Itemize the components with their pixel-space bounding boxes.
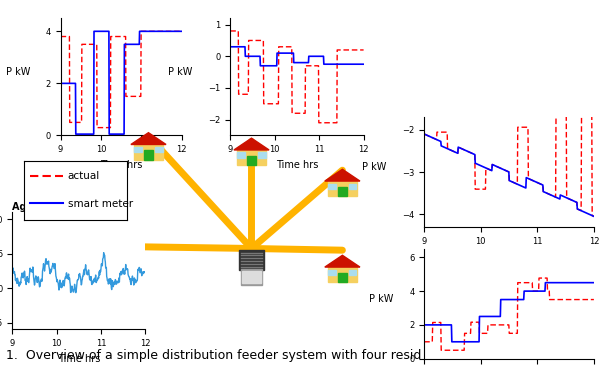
Bar: [348, 269, 356, 275]
Bar: [328, 269, 336, 275]
Bar: [328, 181, 357, 196]
Bar: [237, 150, 266, 165]
X-axis label: Time hrs: Time hrs: [58, 354, 100, 364]
Bar: [247, 156, 256, 165]
Bar: [242, 271, 261, 283]
Text: 1.  Overview of a simple distribution feeder system with four resid: 1. Overview of a simple distribution fee…: [6, 349, 421, 362]
Bar: [134, 145, 163, 160]
X-axis label: Time hrs: Time hrs: [100, 160, 142, 170]
Bar: [155, 147, 162, 152]
Polygon shape: [325, 255, 360, 267]
Bar: [135, 147, 142, 152]
Text: smart meter: smart meter: [67, 199, 133, 209]
Bar: [238, 152, 245, 158]
Bar: [328, 183, 336, 189]
Text: actual: actual: [67, 171, 100, 181]
Bar: [338, 273, 347, 282]
Bar: [328, 267, 357, 282]
Bar: [144, 150, 153, 160]
Y-axis label: P kW: P kW: [369, 294, 393, 304]
Text: Aggregated Demand: Aggregated Demand: [12, 202, 125, 212]
Y-axis label: P kW: P kW: [168, 67, 193, 77]
Polygon shape: [131, 133, 166, 145]
X-axis label: Time hrs: Time hrs: [276, 160, 318, 170]
Bar: [241, 269, 262, 285]
Bar: [239, 250, 264, 270]
X-axis label: Time hrs: Time hrs: [488, 251, 530, 261]
Bar: [258, 152, 265, 158]
Bar: [348, 183, 356, 189]
Y-axis label: P kW: P kW: [362, 162, 387, 172]
Polygon shape: [325, 169, 360, 181]
Y-axis label: P kW: P kW: [5, 67, 30, 77]
Bar: [338, 187, 347, 196]
Polygon shape: [234, 138, 269, 150]
